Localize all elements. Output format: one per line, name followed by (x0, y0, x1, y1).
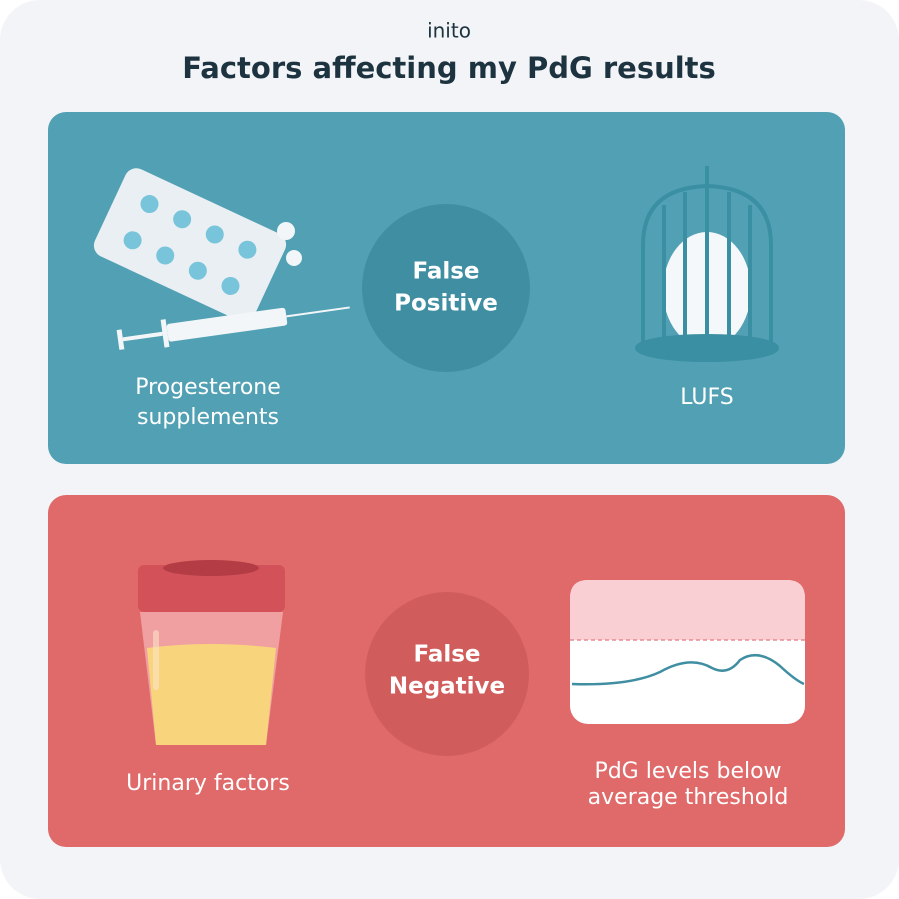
item-label: average threshold (588, 785, 789, 810)
pill (286, 250, 302, 266)
center-circle (365, 592, 529, 756)
cup-icon (138, 560, 285, 745)
syringe-icon (116, 306, 350, 350)
item-label: PdG levels below (594, 759, 781, 784)
item-label: supplements (137, 405, 279, 430)
center-circle (362, 204, 530, 372)
center-label: Positive (394, 291, 498, 317)
brand: inito (427, 19, 471, 43)
pill (277, 222, 295, 240)
item-label: LUFS (680, 385, 734, 410)
title: Factors affecting my PdG results (182, 51, 716, 85)
blister-icon (93, 168, 287, 322)
level-chart-icon (570, 580, 805, 724)
center-label: False (412, 259, 479, 285)
item-label: Progesterone (135, 375, 281, 400)
cage-icon (635, 166, 779, 362)
item-label: Urinary factors (126, 771, 290, 796)
center-label: Negative (389, 674, 505, 700)
center-label: False (413, 642, 480, 668)
